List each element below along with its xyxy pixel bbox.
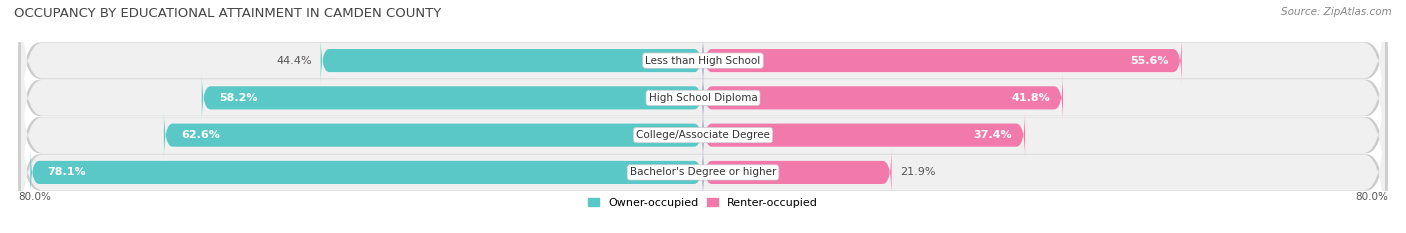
FancyBboxPatch shape	[703, 110, 1025, 161]
Legend: Owner-occupied, Renter-occupied: Owner-occupied, Renter-occupied	[583, 193, 823, 212]
Text: 62.6%: 62.6%	[181, 130, 219, 140]
Text: 80.0%: 80.0%	[18, 192, 51, 202]
Text: Source: ZipAtlas.com: Source: ZipAtlas.com	[1281, 7, 1392, 17]
FancyBboxPatch shape	[703, 72, 1063, 123]
FancyBboxPatch shape	[703, 147, 891, 198]
Text: 44.4%: 44.4%	[277, 56, 312, 65]
Text: College/Associate Degree: College/Associate Degree	[636, 130, 770, 140]
FancyBboxPatch shape	[202, 72, 703, 123]
Text: 58.2%: 58.2%	[219, 93, 257, 103]
Text: High School Diploma: High School Diploma	[648, 93, 758, 103]
Text: 78.1%: 78.1%	[48, 168, 86, 177]
FancyBboxPatch shape	[31, 147, 703, 198]
Text: 37.4%: 37.4%	[973, 130, 1012, 140]
FancyBboxPatch shape	[21, 60, 1385, 210]
FancyBboxPatch shape	[21, 0, 1385, 136]
FancyBboxPatch shape	[18, 60, 1388, 210]
Text: Less than High School: Less than High School	[645, 56, 761, 65]
FancyBboxPatch shape	[165, 110, 703, 161]
Text: 21.9%: 21.9%	[900, 168, 936, 177]
Text: 80.0%: 80.0%	[1355, 192, 1388, 202]
FancyBboxPatch shape	[703, 35, 1182, 86]
FancyBboxPatch shape	[21, 23, 1385, 173]
Text: OCCUPANCY BY EDUCATIONAL ATTAINMENT IN CAMDEN COUNTY: OCCUPANCY BY EDUCATIONAL ATTAINMENT IN C…	[14, 7, 441, 20]
FancyBboxPatch shape	[21, 97, 1385, 233]
FancyBboxPatch shape	[18, 23, 1388, 173]
Text: Bachelor's Degree or higher: Bachelor's Degree or higher	[630, 168, 776, 177]
Text: 41.8%: 41.8%	[1011, 93, 1050, 103]
Text: 55.6%: 55.6%	[1130, 56, 1168, 65]
FancyBboxPatch shape	[321, 35, 703, 86]
FancyBboxPatch shape	[18, 0, 1388, 136]
FancyBboxPatch shape	[18, 97, 1388, 233]
